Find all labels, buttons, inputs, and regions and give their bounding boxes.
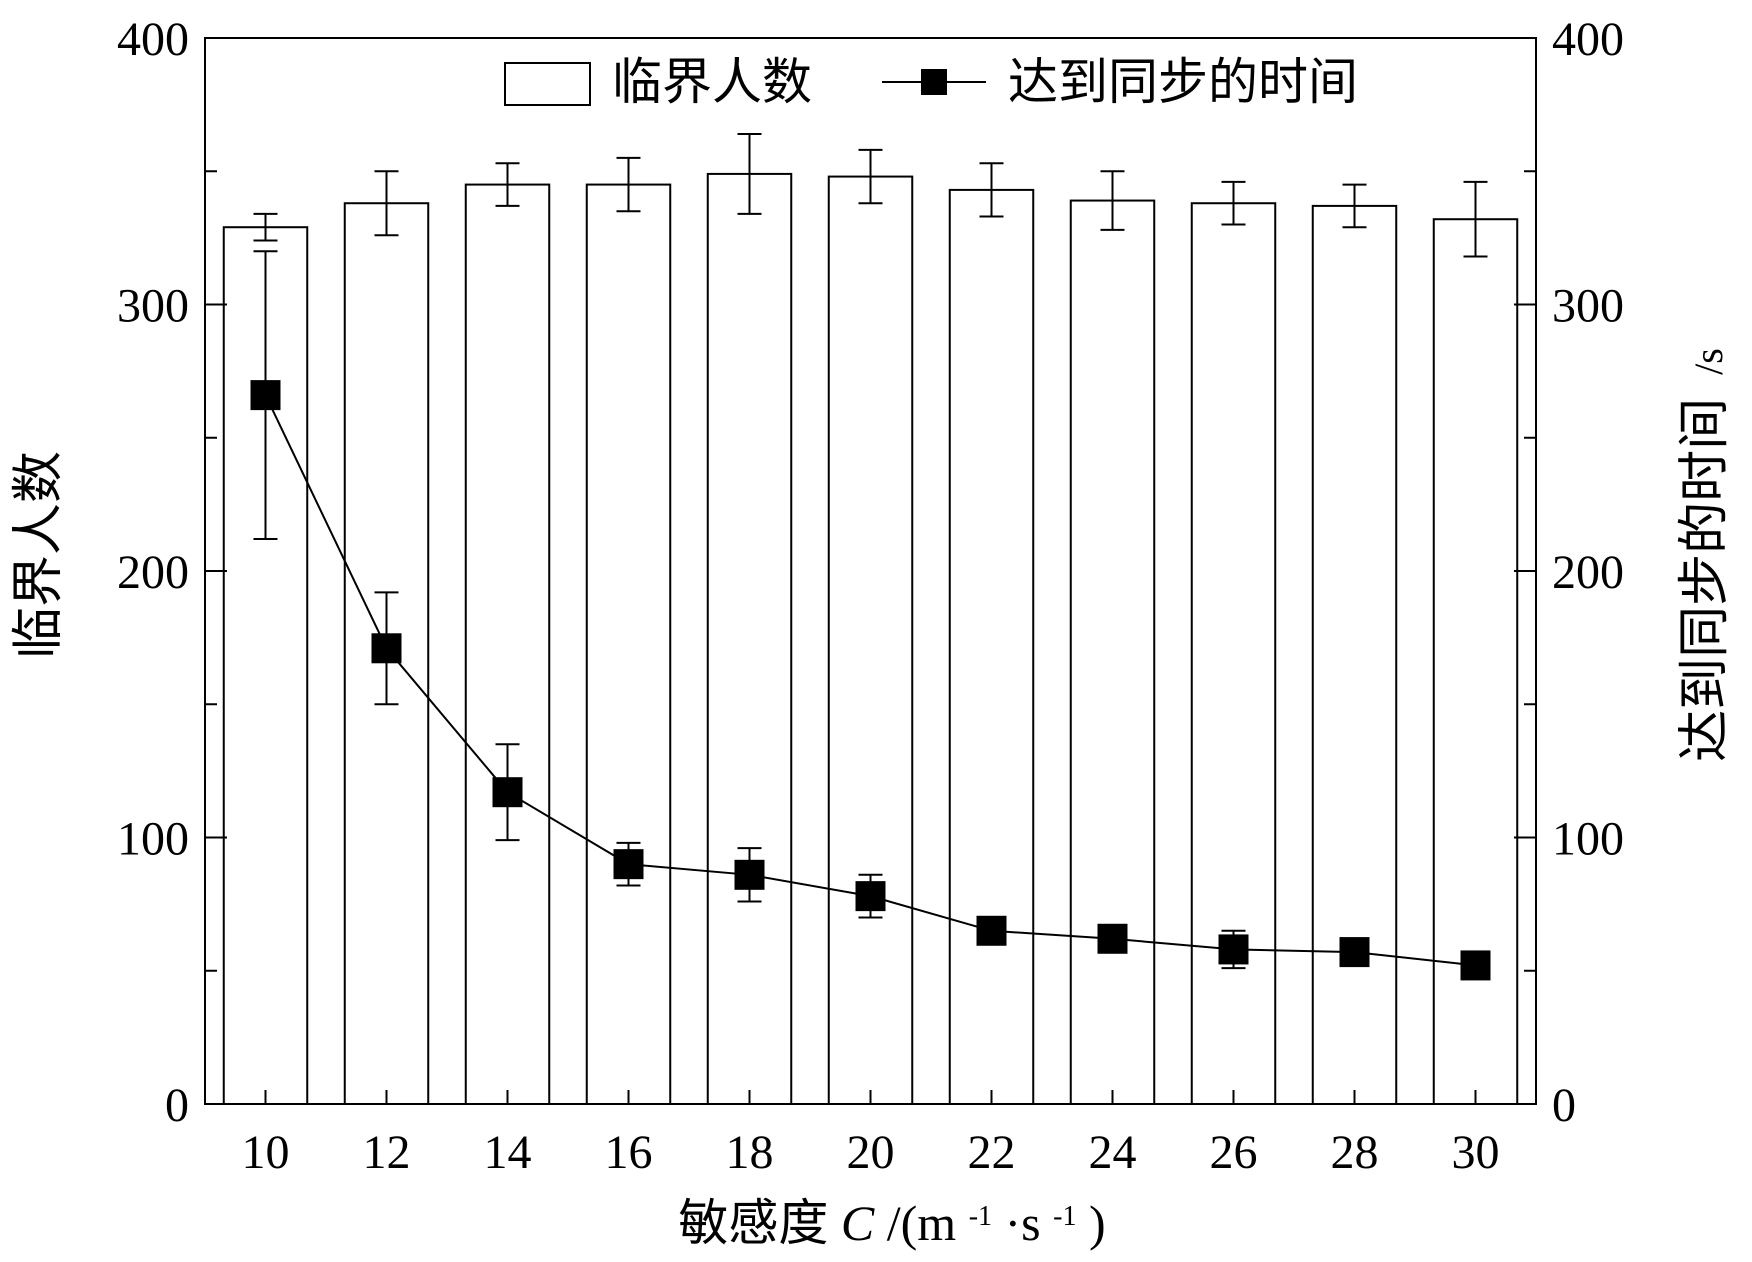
time-point-30	[1460, 950, 1491, 981]
y-right-tick-label-400: 400	[1552, 13, 1624, 66]
x-tick-label-26: 26	[1210, 1126, 1258, 1179]
x-tick-label-20: 20	[847, 1126, 895, 1179]
time-point-18	[734, 859, 765, 890]
x-tick-label-12: 12	[363, 1126, 411, 1179]
x-tick-label-10: 10	[242, 1126, 290, 1179]
y-left-tick-label-100: 100	[117, 813, 189, 866]
legend: 临界人数 达到同步的时间	[504, 54, 1358, 110]
y-left-axis-title: 临界人数	[11, 451, 68, 659]
x-tick-label-24: 24	[1089, 1126, 1137, 1179]
y-right-axis-title-text: 达到同步的时间	[1677, 398, 1734, 762]
time-point-14	[492, 777, 523, 808]
y-right-tick-label-0: 0	[1552, 1079, 1576, 1132]
x-axis-title-units-close: )	[1089, 1195, 1106, 1251]
time-point-22	[976, 915, 1007, 946]
bar-22	[948, 188, 1035, 1105]
x-tick-label-30: 30	[1452, 1126, 1500, 1179]
legend-square-marker	[921, 69, 947, 95]
x-tick-label-16: 16	[605, 1126, 653, 1179]
x-axis-title: 敏感度 C /(m -1 ·s -1 )	[678, 1195, 1105, 1251]
x-axis-title-units-mid: ·s	[1005, 1195, 1041, 1251]
bar-28	[1311, 204, 1398, 1105]
y-right-tick-label-300: 300	[1552, 280, 1624, 333]
time-point-26	[1218, 934, 1249, 965]
x-axis-title-prefix: 敏感度	[678, 1195, 828, 1251]
x-axis-title-sup1: -1	[969, 1201, 992, 1232]
bar-24	[1069, 199, 1156, 1105]
y-right-tick-label-100: 100	[1552, 813, 1624, 866]
y-right-axis-title: 达到同步的时间 /s	[1677, 348, 1734, 762]
x-tick-label-18: 18	[726, 1126, 774, 1179]
tick-labels: 0 100 200 300 400 0 100 200 300 400 10 12 14 16 18 20 22…	[117, 13, 1624, 1179]
y-left-tick-label-0: 0	[165, 1079, 189, 1132]
x-tick-label-28: 28	[1331, 1126, 1379, 1179]
bar-18	[706, 172, 793, 1106]
time-point-24	[1097, 923, 1128, 954]
y-left-tick-label-300: 300	[117, 280, 189, 333]
legend-line-label: 达到同步的时间	[1008, 54, 1358, 110]
y-right-axis-unit: /s	[1686, 348, 1731, 375]
x-axis-title-units: /(m	[887, 1195, 957, 1251]
bar-14	[464, 183, 551, 1105]
bar-20	[827, 175, 914, 1105]
x-tick-label-22: 22	[968, 1126, 1016, 1179]
time-point-10	[250, 380, 281, 411]
time-series-layer	[250, 250, 1491, 981]
legend-bar-label: 临界人数	[612, 54, 812, 110]
x-axis-title-sup2: -1	[1053, 1201, 1076, 1232]
y-left-tick-label-400: 400	[117, 13, 189, 66]
time-point-16	[613, 849, 644, 880]
bars-layer	[222, 172, 1519, 1106]
y-right-tick-label-200: 200	[1552, 546, 1624, 599]
bar-16	[585, 183, 672, 1105]
x-tick-label-14: 14	[484, 1126, 532, 1179]
bar-error-bars	[253, 132, 1488, 258]
time-point-20	[855, 881, 886, 912]
legend-bar-swatch	[504, 62, 591, 106]
x-axis-title-var: C	[841, 1195, 875, 1251]
time-point-28	[1339, 937, 1370, 968]
tick-marks	[205, 37, 1536, 1105]
time-point-12	[371, 633, 402, 664]
y-left-tick-label-200: 200	[117, 546, 189, 599]
